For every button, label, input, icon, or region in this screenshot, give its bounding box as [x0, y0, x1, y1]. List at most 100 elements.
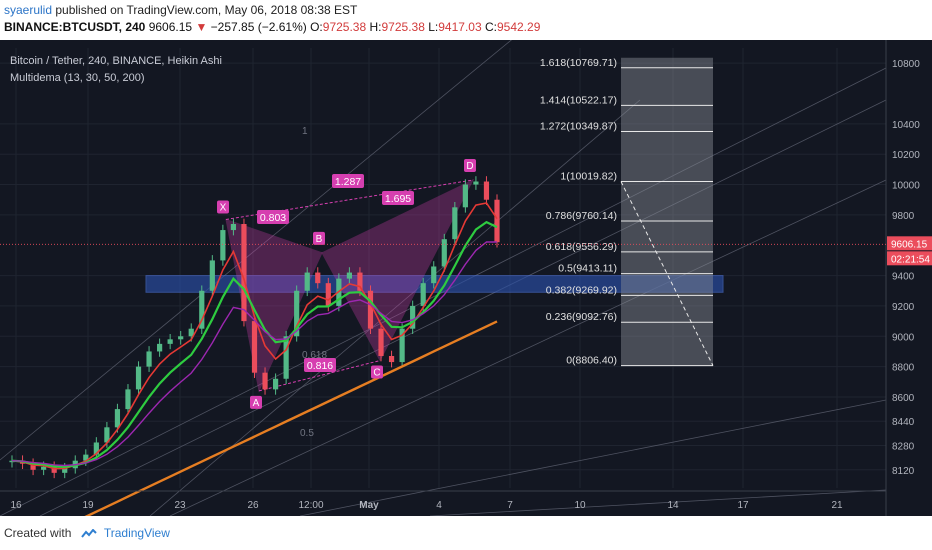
candle-body	[178, 336, 184, 340]
candle-body	[304, 272, 310, 291]
candle-body	[41, 466, 47, 470]
publish-line: syaerulid published on TradingView.com, …	[4, 3, 357, 17]
candle-body	[367, 290, 374, 329]
created-with: Created with	[4, 526, 72, 540]
pattern-ratio-label: 0.816	[307, 360, 333, 372]
high-value: 9725.38	[381, 20, 425, 34]
candle-body	[494, 199, 500, 243]
candle-body	[294, 290, 300, 337]
footer: Created with TradingView	[4, 526, 170, 540]
x-tick-label: 4	[436, 500, 442, 511]
symbol: BINANCE:BTCUSDT, 240	[4, 20, 146, 34]
pattern-ratio-label: 0.803	[260, 212, 286, 224]
candle-body	[51, 466, 57, 473]
pattern-triangle-bcd	[321, 178, 475, 362]
candle-body	[346, 272, 352, 279]
open-value: 9725.38	[322, 20, 367, 34]
low-value: 9417.03	[438, 20, 482, 34]
candle-body	[357, 272, 363, 291]
candle-body	[420, 283, 426, 306]
x-tick-label: 21	[831, 500, 843, 511]
fib-level-label: 1(10019.82)	[560, 171, 617, 183]
trend-line	[299, 399, 887, 516]
x-tick-label: 17	[737, 500, 749, 511]
candle-body	[83, 454, 89, 461]
y-tick-label: 9000	[892, 332, 915, 343]
countdown-label: 02:21:54	[891, 254, 930, 265]
pattern-point-badge	[250, 395, 262, 409]
fib-level-label: 0(8806.40)	[566, 355, 617, 367]
y-tick-label: 9800	[892, 211, 915, 222]
candle-body	[283, 336, 289, 379]
ema-30-line	[11, 220, 498, 469]
indicator-label: Multidema (13, 30, 50, 200)	[10, 72, 145, 84]
ratio-badge	[257, 210, 289, 224]
price-chart[interactable]: 1 0.618 0.5 1.618(10769.71) 1.414(10522.17)…	[0, 40, 932, 516]
y-tick-label: 8120	[892, 466, 915, 477]
publish-info: published on TradingView.com, May 06, 20…	[52, 3, 358, 17]
fib-shade	[621, 57, 713, 366]
candle-body	[325, 283, 331, 306]
pattern-point-label: C	[373, 368, 380, 379]
pattern-point-badge	[313, 231, 325, 245]
candle-body	[220, 230, 226, 261]
pattern-point-label: B	[316, 234, 323, 245]
countdown-badge	[887, 251, 932, 266]
candle-body	[188, 328, 194, 337]
fib-level-label: 0.236(9092.76)	[546, 311, 617, 323]
y-tick-label: 10400	[892, 120, 920, 131]
fib-level-label: 1.618(10769.71)	[540, 57, 617, 69]
candle-body	[209, 260, 215, 291]
fib-diagonal	[620, 181, 714, 366]
close-value: 9542.29	[496, 20, 541, 34]
high-label: H:	[369, 20, 382, 34]
candle-body	[388, 356, 395, 363]
x-tick-label: 14	[667, 500, 679, 511]
candle-body	[199, 290, 205, 329]
candle-body	[399, 328, 405, 363]
candle-body	[251, 321, 258, 373]
y-tick-label: 8800	[892, 363, 915, 374]
candle-body	[441, 239, 447, 267]
ema-50-line	[11, 241, 497, 467]
trend-line	[169, 179, 887, 516]
current-price-badge	[887, 236, 932, 251]
pattern-point-label: X	[220, 202, 227, 213]
fib-level-label: 0.618(9556.29)	[546, 241, 617, 253]
x-tick-label: 23	[174, 500, 186, 511]
price-axis-panel	[886, 40, 932, 516]
pitchfork-level-label: 0.5	[300, 428, 314, 439]
candle-body	[241, 224, 247, 322]
candle-body	[452, 207, 458, 240]
chart-title: Bitcoin / Tether, 240, BINANCE, Heikin A…	[10, 55, 222, 67]
y-tick-label: 8440	[892, 417, 915, 428]
pattern-ac-line	[258, 360, 381, 392]
y-tick-label: 8280	[892, 442, 915, 453]
pattern-point-badge	[371, 365, 383, 379]
y-tick-label: 8600	[892, 393, 915, 404]
x-tick-label: 7	[507, 500, 513, 511]
candle-body	[473, 181, 479, 185]
candle-body	[104, 427, 110, 443]
pattern-ratio-label: 1.287	[335, 176, 361, 188]
candle-body	[431, 266, 437, 284]
x-tick-label: 19	[82, 500, 94, 511]
pattern-ratio-label: 1.695	[385, 193, 411, 205]
down-arrow-icon: ▼	[195, 20, 208, 34]
candle-body	[114, 409, 121, 428]
pitchfork-level-label: 1	[302, 126, 308, 137]
last-price: 9606.15	[148, 20, 193, 34]
x-tick-label: 10	[574, 500, 586, 511]
candle-body	[378, 328, 384, 356]
author-link[interactable]: syaerulid	[4, 3, 53, 17]
trend-line	[0, 40, 512, 461]
candle-body	[93, 442, 99, 455]
tradingview-link[interactable]: TradingView	[103, 526, 170, 540]
y-tick-label: 9400	[892, 272, 915, 283]
x-tick-label: 12:00	[298, 500, 323, 511]
candle-body	[272, 378, 279, 390]
ratio-badge	[304, 358, 336, 372]
candle-body	[167, 339, 173, 344]
ema-200-line	[84, 320, 498, 516]
candle-body	[30, 463, 36, 470]
